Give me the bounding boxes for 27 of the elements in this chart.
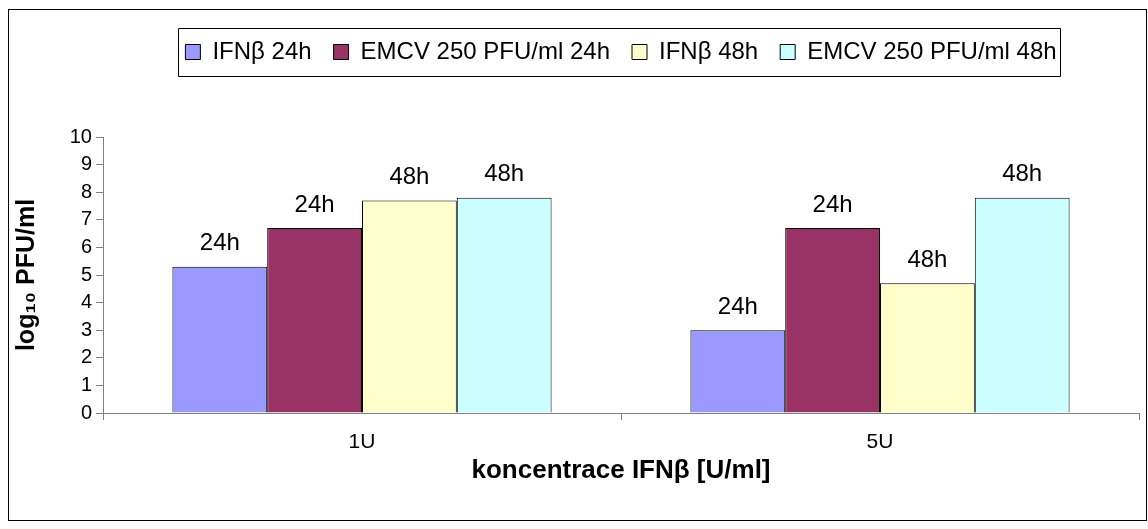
x-tick-label: 1U (348, 429, 376, 453)
y-tick-label: 10 (69, 124, 92, 147)
y-axis-title: log₁₀ PFU/ml (10, 198, 39, 352)
annotation: 48h (1002, 159, 1043, 187)
x-tick-label: 5U (866, 429, 894, 453)
y-tick-label: 1 (80, 372, 92, 395)
annotation: 24h (199, 228, 240, 256)
y-tick-label: 6 (80, 234, 92, 257)
legend-label: IFNβ 24h (212, 36, 312, 64)
legend-label: EMCV 250 PFU/ml 24h (360, 36, 610, 64)
annotation: 48h (907, 244, 948, 272)
y-tick-label: 8 (80, 179, 92, 202)
y-tick-label: 5 (80, 262, 92, 285)
annotation: 24h (294, 189, 335, 217)
annotation: 48h (389, 162, 430, 190)
x-axis-title: koncentrace IFNβ [U/ml] (471, 453, 771, 484)
legend-label: EMCV 250 PFU/ml 48h (807, 36, 1057, 64)
annotation: 24h (812, 189, 853, 217)
y-tick-label: 2 (80, 345, 92, 368)
legend-label: IFNβ 48h (659, 36, 759, 64)
y-tick-label: 0 (80, 400, 92, 423)
y-tick-label: 9 (80, 152, 92, 175)
y-tick-label: 3 (80, 317, 92, 340)
y-tick-label: 7 (80, 207, 92, 230)
y-tick-label: 4 (80, 290, 92, 313)
annotation: 24h (717, 291, 758, 319)
annotation: 48h (484, 159, 525, 187)
